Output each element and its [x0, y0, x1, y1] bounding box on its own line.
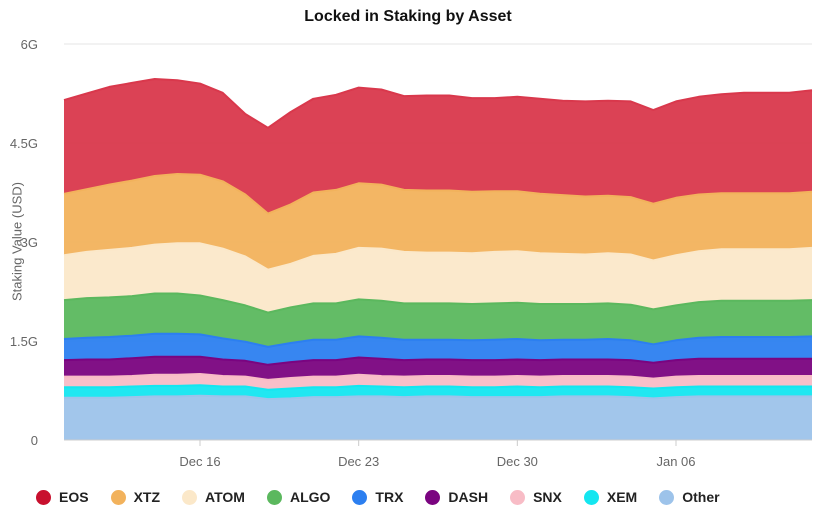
legend-item-other[interactable]: Other	[659, 489, 720, 505]
series-line-trx	[63, 332, 813, 348]
x-tick-label: Dec 23	[338, 454, 379, 469]
legend-item-eos[interactable]: EOS	[36, 489, 89, 505]
y-tick-label: 6G	[21, 37, 38, 52]
legend-item-xem[interactable]: XEM	[583, 489, 638, 505]
series-line-atom	[63, 242, 813, 271]
area-xtz	[64, 174, 812, 270]
legend-label: ALGO	[289, 489, 331, 505]
legend-marker	[352, 489, 368, 505]
y-tick-label: 4.5G	[10, 136, 38, 151]
legend-item-atom[interactable]: ATOM	[182, 489, 245, 505]
legend-label: Other	[682, 489, 720, 505]
legend-label: XTZ	[133, 489, 161, 505]
legend-marker	[425, 489, 441, 505]
x-tick-label: Jan 06	[656, 454, 695, 469]
x-tick-label: Dec 30	[497, 454, 538, 469]
area-eos	[64, 79, 812, 214]
x-tick-label: Dec 16	[179, 454, 220, 469]
y-tick-label: 1.5G	[10, 334, 38, 349]
legend-label: XEM	[606, 489, 638, 505]
series-line-xtz	[63, 173, 813, 215]
legend-item-dash[interactable]: DASH	[425, 489, 488, 505]
legend-marker	[182, 489, 198, 505]
legend-marker	[36, 489, 51, 505]
plot-area: 0 1.5G 3G 4.5G 6G Dec 16 Dec 23 Dec 30 Jan 06	[10, 37, 813, 469]
legend-marker	[266, 489, 282, 505]
area-algo	[64, 293, 812, 347]
y-tick-label: 3G	[21, 235, 38, 250]
legend-marker	[510, 489, 526, 505]
legend-item-xtz[interactable]: XTZ	[110, 489, 161, 505]
legend-marker	[659, 489, 675, 505]
legend-item-algo[interactable]: ALGO	[266, 489, 331, 505]
series-line-snx	[64, 373, 812, 381]
series-line-eos	[63, 78, 813, 129]
chart-title: Locked in Staking by Asset	[304, 8, 512, 25]
y-tick-label: 0	[31, 433, 38, 448]
area-xem	[64, 385, 812, 400]
legend-marker	[583, 489, 599, 505]
series-line-xem	[64, 384, 812, 391]
legend-marker	[110, 489, 126, 505]
series-line-algo	[63, 292, 813, 314]
legend-item-snx[interactable]: SNX	[510, 489, 562, 505]
legend-label: DASH	[448, 489, 489, 505]
series-line-other	[64, 394, 812, 401]
legend-label: SNX	[533, 489, 562, 505]
legend-label: EOS	[59, 489, 89, 505]
legend: EOS XTZ ATOM ALGO TRX DASH SNX XEM Other	[36, 487, 742, 507]
legend-item-trx[interactable]: TRX	[352, 489, 403, 505]
area-other	[64, 395, 812, 440]
area-trx	[64, 333, 812, 365]
legend-label: TRX	[375, 489, 404, 505]
series-line-dash	[63, 355, 812, 366]
legend-label: ATOM	[205, 489, 245, 505]
